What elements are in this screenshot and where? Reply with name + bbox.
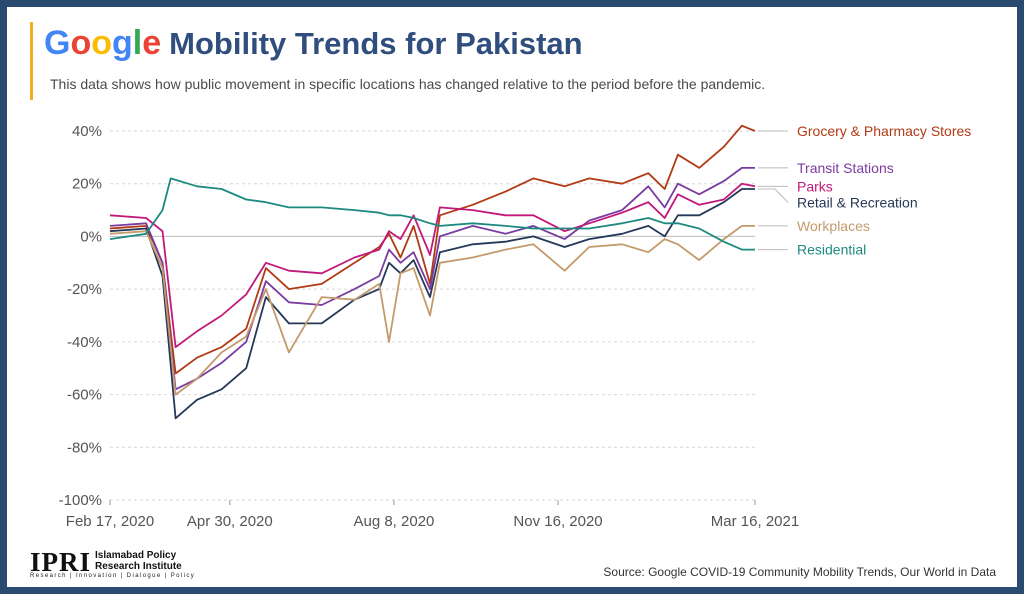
y-tick-label: -100% xyxy=(59,492,102,509)
legend-leader-line xyxy=(758,188,789,203)
google-letter: g xyxy=(112,24,133,62)
ipri-logo: IPRI Islamabad Policy Research Institute R… xyxy=(30,547,194,579)
google-letter: G xyxy=(44,24,71,62)
y-tick-label: 0% xyxy=(80,228,102,245)
series-label: Grocery & Pharmacy Stores xyxy=(797,123,971,139)
x-tick-label: Feb 17, 2020 xyxy=(66,513,154,530)
series-line xyxy=(109,188,755,420)
chart-frame xyxy=(7,7,1017,587)
x-tick-label: Mar 16, 2021 xyxy=(711,513,799,530)
series-label: Transit Stations xyxy=(797,160,894,176)
x-tick-label: Aug 8, 2020 xyxy=(353,513,434,530)
logo-wordmark: IPRI xyxy=(30,547,92,577)
logo-name-line1: Islamabad Policy xyxy=(95,550,177,561)
logo-name-line2: Research Institute xyxy=(95,561,182,572)
series-line xyxy=(109,177,755,251)
google-wordmark: Google xyxy=(44,24,161,62)
title-text: Mobility Trends for Pakistan xyxy=(169,26,583,61)
x-tick-label: Apr 30, 2020 xyxy=(187,513,273,530)
series-label: Workplaces xyxy=(797,218,870,234)
series-line xyxy=(109,166,755,391)
google-letter: l xyxy=(132,24,143,62)
x-tick-label: Nov 16, 2020 xyxy=(513,513,602,530)
series-line xyxy=(109,224,755,396)
chart-subtitle: This data shows how public movement in s… xyxy=(50,76,766,92)
google-letter: o xyxy=(91,24,113,62)
y-tick-label: 20% xyxy=(72,176,102,193)
chart-title: Google Mobility Trends for Pakistan xyxy=(44,24,583,63)
series-label: Parks xyxy=(797,178,833,194)
y-tick-label: 40% xyxy=(72,123,102,140)
y-tick-label: -40% xyxy=(67,334,102,351)
y-tick-label: -80% xyxy=(67,439,102,456)
logo-tagline: Research | Innovation | Dialogue | Polic… xyxy=(30,573,196,579)
series-line xyxy=(109,124,756,375)
google-letter: e xyxy=(142,24,162,62)
title-accent-bar xyxy=(30,22,33,100)
series-label: Retail & Recreation xyxy=(797,194,918,210)
y-tick-label: -20% xyxy=(67,281,102,298)
logo-institute-name: Islamabad Policy Research Institute xyxy=(95,550,182,572)
source-note: Source: Google COVID-19 Community Mobili… xyxy=(603,565,996,579)
series-label: Residential xyxy=(797,242,866,258)
google-letter: o xyxy=(70,24,92,62)
y-tick-label: -60% xyxy=(67,387,102,404)
series-line xyxy=(109,182,756,349)
